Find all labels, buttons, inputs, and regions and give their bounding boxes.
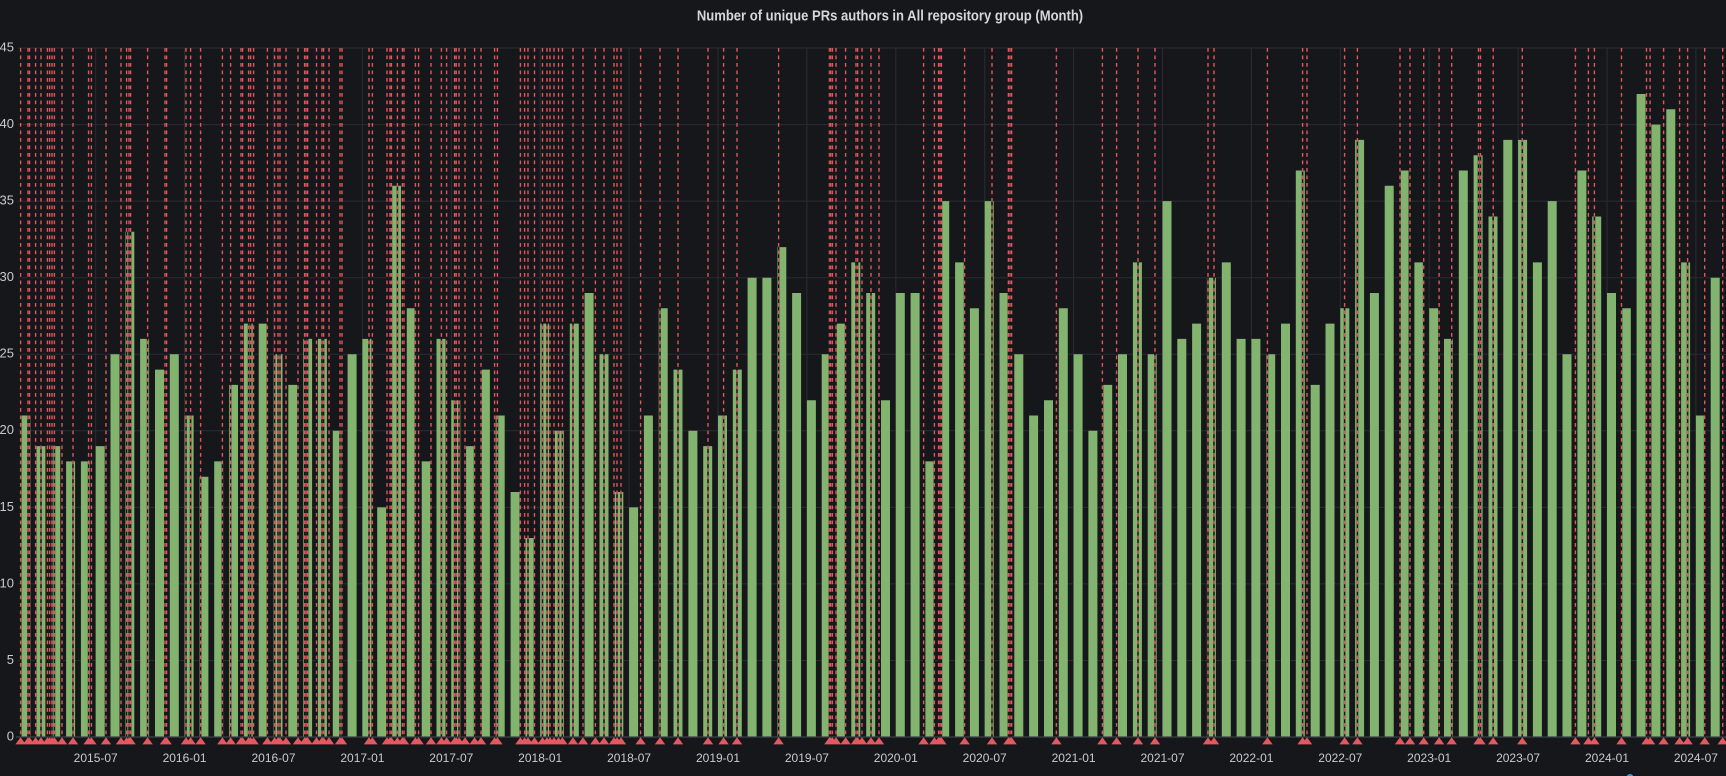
svg-text:40: 40	[0, 116, 14, 131]
svg-text:2021-01: 2021-01	[1052, 751, 1096, 765]
svg-text:20: 20	[0, 422, 14, 437]
svg-text:5: 5	[7, 652, 14, 667]
svg-text:25: 25	[0, 346, 14, 361]
svg-text:2016-07: 2016-07	[251, 751, 295, 765]
svg-text:2022-07: 2022-07	[1318, 751, 1362, 765]
svg-text:2017-01: 2017-01	[340, 751, 384, 765]
svg-text:2020-07: 2020-07	[963, 751, 1007, 765]
svg-text:45: 45	[0, 39, 14, 54]
svg-text:0: 0	[7, 728, 14, 743]
svg-text:2023-07: 2023-07	[1496, 751, 1540, 765]
svg-text:Number of unique PRs authors i: Number of unique PRs authors in All repo…	[697, 8, 1083, 24]
svg-text:2019-07: 2019-07	[785, 751, 829, 765]
svg-text:2018-01: 2018-01	[518, 751, 562, 765]
svg-text:2015-07: 2015-07	[74, 751, 118, 765]
svg-text:2023-01: 2023-01	[1407, 751, 1451, 765]
svg-text:2016-01: 2016-01	[163, 751, 207, 765]
svg-text:2020-01: 2020-01	[874, 751, 918, 765]
svg-text:2018-07: 2018-07	[607, 751, 651, 765]
svg-text:30: 30	[0, 269, 14, 284]
svg-text:15: 15	[0, 499, 14, 514]
svg-text:2021-07: 2021-07	[1140, 751, 1184, 765]
svg-text:2022-01: 2022-01	[1229, 751, 1273, 765]
svg-text:2024-01: 2024-01	[1585, 751, 1629, 765]
svg-text:2017-07: 2017-07	[429, 751, 473, 765]
svg-text:2019-01: 2019-01	[696, 751, 740, 765]
svg-text:10: 10	[0, 575, 14, 590]
svg-text:2024-07: 2024-07	[1674, 751, 1718, 765]
svg-text:35: 35	[0, 193, 14, 208]
